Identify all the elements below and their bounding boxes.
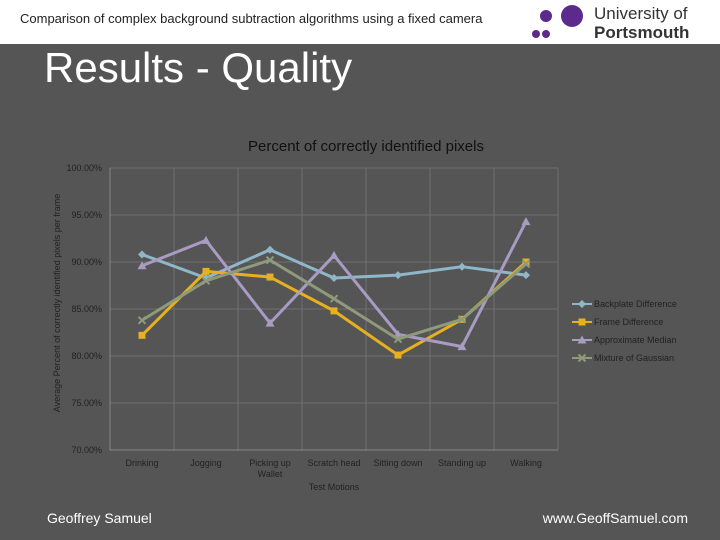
data-point	[329, 294, 339, 303]
slide-title: Results - Quality	[44, 44, 353, 91]
header-subtitle: Comparison of complex background subtrac…	[20, 11, 483, 26]
data-point	[201, 235, 211, 244]
y-tick-label: 70.00%	[71, 445, 102, 455]
x-tick-label: Jogging	[190, 458, 222, 468]
data-point	[137, 316, 147, 325]
y-tick-label: 75.00%	[71, 398, 102, 408]
x-tick-label: Drinking	[125, 458, 158, 468]
legend: Backplate Difference Frame Difference Appr…	[572, 299, 677, 363]
data-point	[201, 276, 211, 286]
y-tick-label: 90.00%	[71, 257, 102, 267]
logo-text-line1: University of	[594, 4, 688, 23]
series-backplate-difference	[138, 245, 530, 282]
data-point	[458, 262, 466, 271]
x-tick-label: Standing up	[438, 458, 486, 468]
y-tick-label: 85.00%	[71, 304, 102, 314]
data-point	[202, 267, 210, 275]
data-point	[266, 273, 274, 281]
legend-swatch-marker	[577, 353, 587, 363]
footer-author: Geoffrey Samuel	[47, 510, 152, 526]
university-logo: University of Portsmouth	[532, 4, 689, 42]
data-point	[394, 351, 402, 359]
legend-item: Backplate Difference	[572, 299, 677, 309]
data-point	[521, 259, 531, 269]
series-mixture-of-gaussian	[137, 255, 531, 344]
logo-dot-small	[540, 10, 552, 22]
data-point	[522, 271, 530, 280]
data-point	[138, 331, 146, 339]
data-point	[330, 273, 338, 282]
footer-website: www.GeoffSamuel.com	[542, 510, 688, 526]
data-point	[394, 271, 402, 280]
data-point	[522, 258, 530, 266]
logo-dot-tiny	[532, 30, 540, 38]
series-group	[137, 217, 531, 359]
x-tick-label: Sitting down	[373, 458, 422, 468]
legend-label: Frame Difference	[594, 317, 663, 327]
header-bar: Comparison of complex background subtrac…	[0, 0, 720, 44]
data-point	[457, 342, 467, 351]
y-tick-label: 95.00%	[71, 210, 102, 220]
y-tick-label: 100.00%	[66, 163, 102, 173]
axes: 100.00% 95.00% 90.00% 85.00% 80.00% 75.00% 70.…	[66, 163, 558, 479]
data-point	[457, 315, 467, 324]
logo-dot-tiny-2	[542, 30, 550, 38]
x-tick-label: Walking	[510, 458, 542, 468]
data-point	[266, 245, 274, 254]
x-tick-label: Scratch head	[307, 458, 360, 468]
data-point	[330, 307, 338, 315]
data-point	[393, 334, 403, 344]
series-approximate-median	[137, 217, 531, 351]
legend-label: Mixture of Gaussian	[594, 353, 674, 363]
data-point	[265, 318, 275, 327]
legend-swatch-marker	[578, 318, 586, 326]
legend-item: Approximate Median	[572, 335, 677, 345]
legend-label: Approximate Median	[594, 335, 677, 345]
y-tick-label: 80.00%	[71, 351, 102, 361]
data-point	[137, 261, 147, 270]
x-tick-label: Picking up Wallet	[249, 458, 291, 479]
legend-item: Frame Difference	[572, 317, 663, 327]
x-axis-label: Test Motions	[309, 482, 360, 492]
data-point	[329, 250, 339, 259]
data-point	[265, 255, 275, 265]
data-point	[521, 217, 531, 226]
legend-swatch-marker	[578, 300, 586, 308]
logo-dot-large	[561, 5, 583, 27]
legend-swatch-marker	[577, 335, 587, 344]
legend-label: Backplate Difference	[594, 299, 677, 309]
logo-text-line2: Portsmouth	[594, 23, 689, 42]
data-point	[138, 250, 146, 259]
legend-item: Mixture of Gaussian	[572, 353, 674, 363]
chart-title: Percent of correctly identified pixels	[248, 138, 484, 155]
y-axis-label: Average Percent of correctly identified …	[52, 194, 62, 412]
